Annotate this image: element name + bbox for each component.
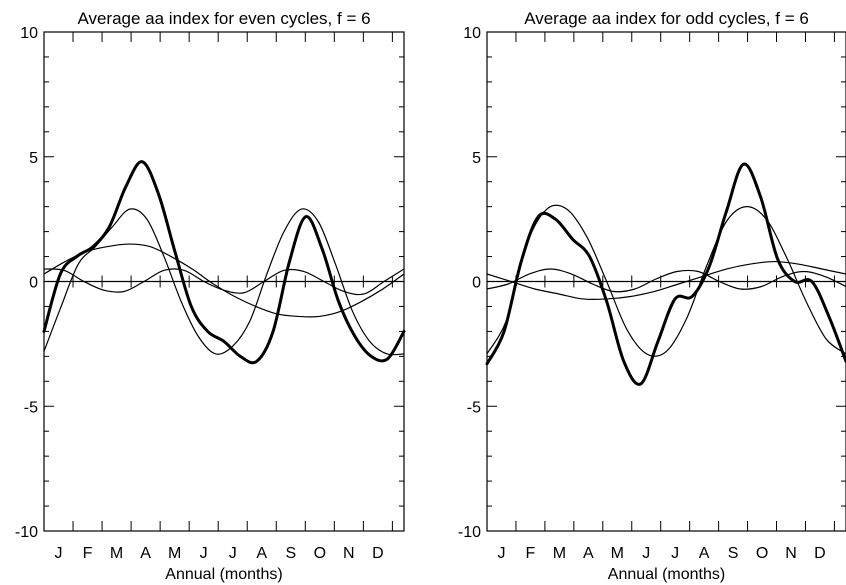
- x-tick-label: N: [785, 545, 797, 562]
- x-tick-label: A: [699, 545, 710, 562]
- x-tick-label: M: [553, 545, 566, 562]
- x-tick-label: F: [83, 545, 93, 562]
- x-tick-label: D: [372, 545, 384, 562]
- x-tick-label: A: [256, 545, 267, 562]
- y-tick-label: 5: [29, 150, 38, 167]
- series-line-2: [486, 204, 846, 357]
- chart-title: Average aa index for odd cycles, f = 6: [524, 9, 809, 28]
- x-tick-label: J: [671, 545, 679, 562]
- x-tick-label: D: [814, 545, 826, 562]
- x-axis-label: Annual (months): [165, 566, 282, 583]
- series-line-1: [42, 160, 406, 365]
- x-axis-label: Annual (months): [608, 566, 725, 583]
- x-tick-label: S: [728, 545, 739, 562]
- x-tick-label: A: [140, 545, 151, 562]
- y-tick-label: 0: [29, 275, 38, 292]
- x-tick-label: S: [285, 545, 296, 562]
- x-tick-label: O: [314, 545, 326, 562]
- x-tick-label: J: [642, 545, 650, 562]
- y-tick-label: 5: [472, 150, 481, 167]
- x-tick-label: M: [168, 545, 181, 562]
- series-line-4: [43, 268, 405, 296]
- series-line-4: [486, 268, 846, 293]
- x-tick-label: F: [526, 545, 536, 562]
- y-tick-label: -5: [467, 399, 481, 416]
- series-line-1: [485, 162, 846, 386]
- y-tick-label: 0: [472, 275, 481, 292]
- chart-title: Average aa index for even cycles, f = 6: [77, 9, 370, 28]
- y-tick-label: 10: [463, 25, 481, 42]
- x-tick-label: N: [343, 545, 355, 562]
- x-tick-label: O: [756, 545, 768, 562]
- x-tick-label: J: [200, 545, 208, 562]
- x-tick-label: J: [55, 545, 63, 562]
- series-line-3: [486, 260, 846, 301]
- x-tick-label: M: [110, 545, 123, 562]
- y-tick-label: 10: [20, 25, 38, 42]
- series-line-2: [43, 208, 405, 356]
- x-tick-label: J: [497, 545, 505, 562]
- x-tick-label: A: [583, 545, 594, 562]
- y-tick-label: -5: [24, 399, 38, 416]
- x-tick-label: M: [611, 545, 624, 562]
- y-tick-label: -10: [15, 524, 38, 541]
- x-tick-label: J: [229, 545, 237, 562]
- y-tick-label: -10: [458, 524, 481, 541]
